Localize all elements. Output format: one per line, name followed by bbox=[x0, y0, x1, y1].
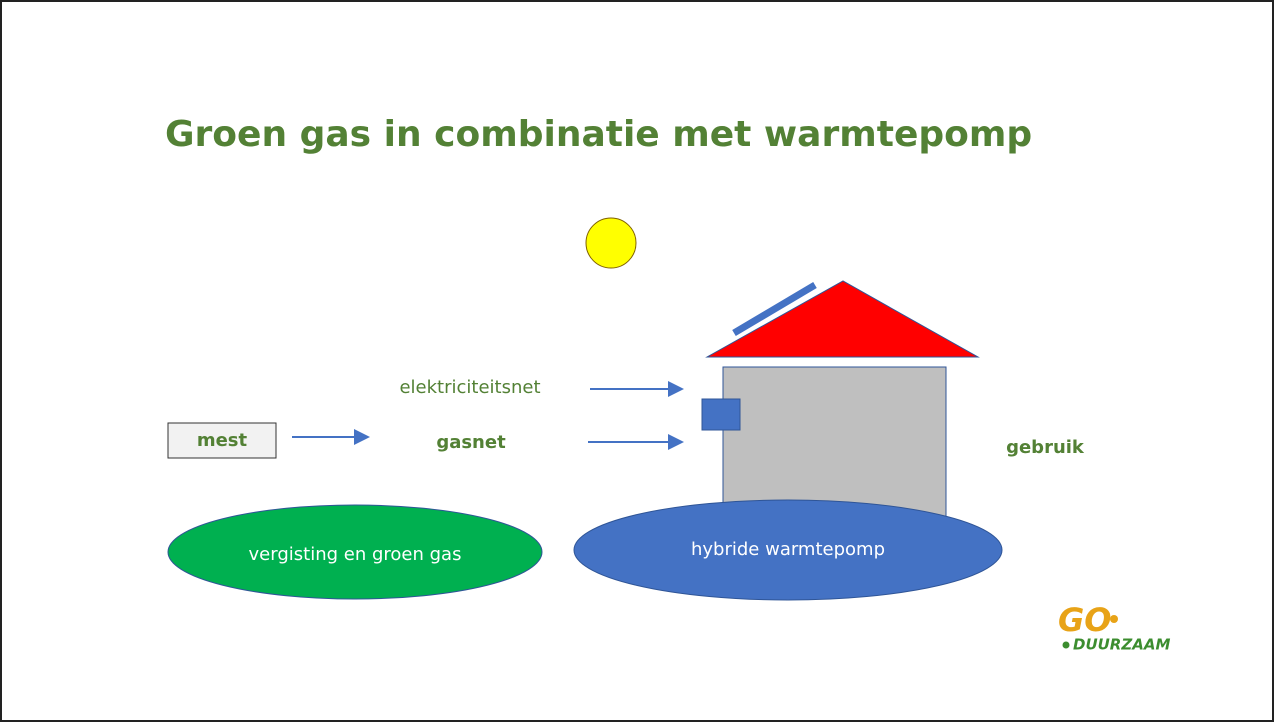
node-label: hybride warmtepomp bbox=[691, 539, 885, 560]
node-label: mest bbox=[197, 430, 248, 451]
logo-dot bbox=[1110, 615, 1118, 623]
node-label: gasnet bbox=[436, 432, 506, 453]
node-label: gebruik bbox=[1006, 437, 1085, 458]
sun bbox=[586, 218, 636, 268]
logo-mark: GO bbox=[1058, 601, 1111, 639]
logo-dot bbox=[1063, 642, 1070, 649]
house bbox=[723, 367, 946, 522]
title: Groen gas in combinatie met warmtepomp bbox=[165, 114, 1032, 155]
logo-text: DUURZAAM bbox=[1073, 636, 1170, 654]
node-label: elektriciteitsnet bbox=[399, 377, 540, 398]
slide: Groen gas in combinatie met warmtepomp v… bbox=[0, 0, 1274, 722]
heat-pump-unit bbox=[702, 399, 740, 430]
node-label: vergisting en groen gas bbox=[249, 544, 462, 565]
